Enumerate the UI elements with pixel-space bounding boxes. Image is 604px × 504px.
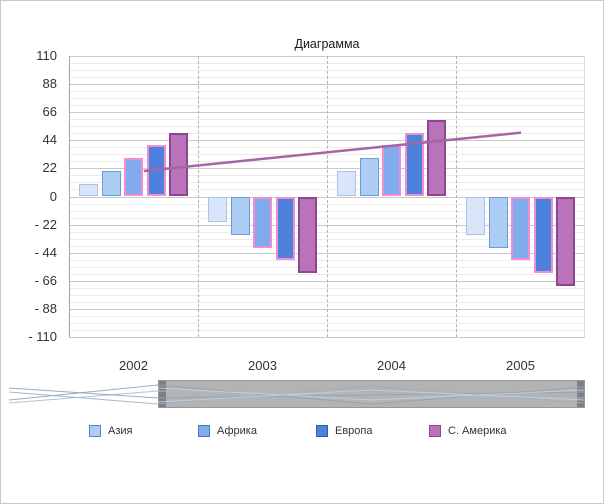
x-tick-label-2005: 2005 bbox=[506, 358, 535, 373]
gridline-major bbox=[69, 337, 585, 338]
bar-series1-2005[interactable] bbox=[466, 196, 485, 235]
bar-Африка-2002[interactable] bbox=[124, 158, 143, 197]
legend-label: Азия bbox=[108, 425, 133, 437]
legend-item-Азия[interactable]: Азия bbox=[89, 423, 132, 439]
y-tick-label: - 88 bbox=[34, 300, 57, 316]
legend-label: Европа bbox=[335, 425, 373, 437]
bar-С. Америка-2004[interactable] bbox=[427, 119, 446, 197]
y-tick-label: - 110 bbox=[28, 329, 57, 344]
bar-series1-2002[interactable] bbox=[79, 183, 98, 197]
scrollbar-left-handle[interactable] bbox=[159, 381, 166, 407]
y-tick-label: 44 bbox=[42, 132, 57, 148]
chart-title: Диаграмма bbox=[294, 37, 360, 51]
legend-swatch bbox=[89, 425, 101, 437]
bar-Европа-2005[interactable] bbox=[533, 196, 553, 274]
bar-Европа-2003[interactable] bbox=[275, 196, 295, 261]
scrollbar-right-handle[interactable] bbox=[577, 381, 584, 407]
plot-right-edge bbox=[584, 56, 585, 337]
y-tick-label: - 22 bbox=[34, 216, 57, 232]
bar-Азия-2005[interactable] bbox=[488, 196, 508, 248]
category-separator bbox=[327, 56, 328, 337]
x-tick-label-2003: 2003 bbox=[248, 358, 277, 373]
legend-swatch bbox=[429, 425, 441, 437]
bar-series1-2003[interactable] bbox=[208, 196, 227, 223]
legend: Азия Африка Европа С. Америка bbox=[69, 420, 585, 446]
y-tick-label: - 44 bbox=[34, 244, 57, 260]
bar-Азия-2004[interactable] bbox=[359, 158, 379, 197]
bar-С. Америка-2002[interactable] bbox=[169, 132, 188, 197]
legend-item-Европа[interactable]: Европа bbox=[316, 423, 373, 439]
category-separator bbox=[198, 56, 199, 337]
bar-Европа-2004[interactable] bbox=[404, 132, 424, 197]
bar-Африка-2003[interactable] bbox=[253, 196, 272, 248]
legend-label: С. Америка bbox=[448, 425, 507, 437]
y-tick-label: 66 bbox=[42, 104, 57, 120]
bar-С. Америка-2003[interactable] bbox=[298, 196, 317, 274]
y-tick-label: - 66 bbox=[34, 272, 57, 288]
legend-swatch bbox=[316, 425, 328, 437]
y-axis-line bbox=[69, 56, 70, 337]
y-axis-labels: 110 88 66 44 22 0 - 22 - 44 - 66 - 88 - 110 bbox=[5, 48, 61, 344]
bar-Азия-2002[interactable] bbox=[101, 170, 121, 197]
bar-Азия-2003[interactable] bbox=[230, 196, 250, 235]
legend-item-С. Америка[interactable]: С. Америка bbox=[429, 423, 507, 439]
bar-С. Америка-2005[interactable] bbox=[556, 196, 575, 286]
plot-area bbox=[69, 56, 585, 338]
legend-swatch bbox=[198, 425, 210, 437]
y-tick-label: 88 bbox=[42, 76, 57, 92]
x-axis-labels: 2002 2003 2004 2005 bbox=[69, 358, 585, 378]
range-scrollbar[interactable] bbox=[158, 380, 585, 408]
legend-item-Африка[interactable]: Африка bbox=[198, 423, 257, 439]
preview-lines bbox=[8, 384, 585, 405]
y-tick-label: 22 bbox=[42, 160, 57, 176]
legend-label: Африка bbox=[217, 425, 257, 437]
y-tick-label: 110 bbox=[36, 48, 57, 63]
y-tick-label: 0 bbox=[49, 188, 57, 204]
bar-series1-2004[interactable] bbox=[337, 170, 356, 197]
x-tick-label-2004: 2004 bbox=[377, 358, 406, 373]
bar-Африка-2004[interactable] bbox=[382, 145, 401, 197]
category-separator bbox=[456, 56, 457, 337]
bar-Африка-2005[interactable] bbox=[511, 196, 530, 261]
trendline[interactable] bbox=[143, 131, 522, 173]
x-tick-label-2002: 2002 bbox=[119, 358, 148, 373]
bar-Европа-2002[interactable] bbox=[146, 145, 166, 197]
